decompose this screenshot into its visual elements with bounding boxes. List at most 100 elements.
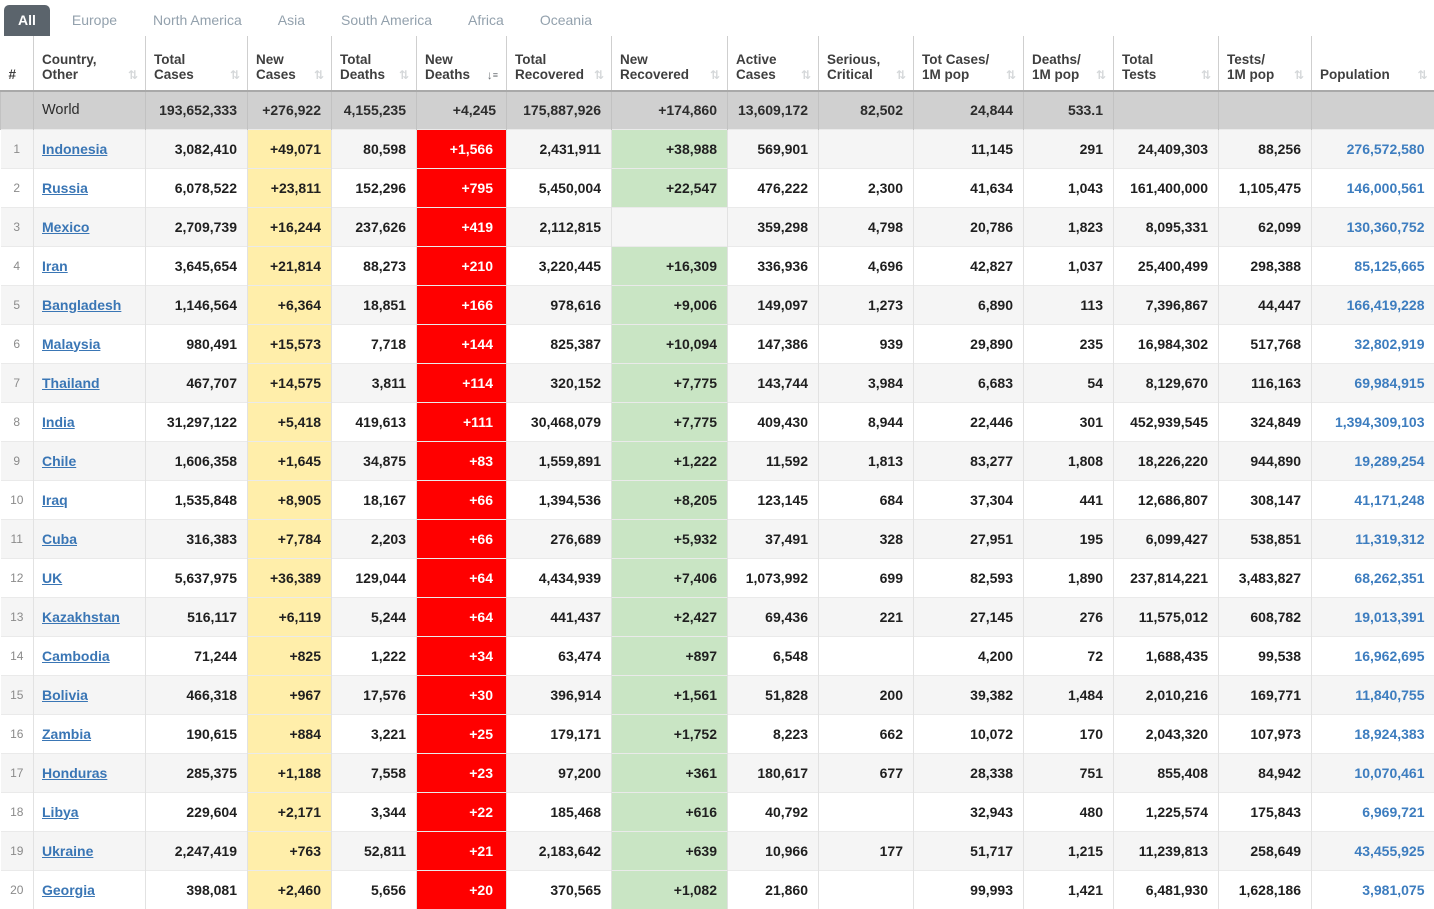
tab-all[interactable]: All <box>4 5 50 36</box>
country-link[interactable]: India <box>42 414 75 430</box>
cell-total_deaths: 129,044 <box>332 558 417 597</box>
country-link[interactable]: Thailand <box>42 375 100 391</box>
cell-new_deaths: +34 <box>417 636 507 675</box>
cell-serious_critical <box>819 792 914 831</box>
header-label-line1: Deaths/ <box>1032 52 1105 67</box>
cell-value: 7,718 <box>371 336 406 352</box>
cell-active_cases: 40,792 <box>728 792 819 831</box>
cell-total_tests: 2,043,320 <box>1114 714 1219 753</box>
cell-value: +22,547 <box>666 180 717 196</box>
cell-value: +2,460 <box>278 882 321 898</box>
cell-value: 41,171,248 <box>1354 492 1424 508</box>
tab-africa[interactable]: Africa <box>454 5 518 36</box>
cell-value: 19,289,254 <box>1354 453 1424 469</box>
cell-value: +2,171 <box>278 804 321 820</box>
cell-value: 39,382 <box>970 687 1013 703</box>
header-label-line2: Other <box>42 67 78 82</box>
cell-value: 11,592 <box>766 453 808 469</box>
cell-total_cases: 980,491 <box>146 324 248 363</box>
cell-new_recovered: +8,205 <box>612 480 728 519</box>
country-link[interactable]: Russia <box>42 180 88 196</box>
country-link[interactable]: Georgia <box>42 882 95 898</box>
country-link[interactable]: Zambia <box>42 726 91 742</box>
cell-population <box>1312 91 1434 129</box>
tab-oceania[interactable]: Oceania <box>526 5 606 36</box>
cell-population: 11,840,755 <box>1312 675 1434 714</box>
cell-new_cases: +14,575 <box>248 363 332 402</box>
tab-north-america[interactable]: North America <box>139 5 256 36</box>
column-header-population[interactable]: Population⇅ <box>1312 36 1434 91</box>
cell-population: 85,125,665 <box>1312 246 1434 285</box>
cell-value: +22 <box>469 804 493 820</box>
cell-active_cases: 476,222 <box>728 168 819 207</box>
cell-value: 3,981,075 <box>1362 882 1424 898</box>
country-link[interactable]: Malaysia <box>42 336 100 352</box>
cell-value: 4,696 <box>868 258 903 274</box>
country-link[interactable]: Chile <box>42 453 76 469</box>
cell-total_tests: 18,226,220 <box>1114 441 1219 480</box>
sort-icon: ⇅ <box>892 68 905 82</box>
cell-tests_per_1m: 44,447 <box>1219 285 1312 324</box>
column-header-deaths_per_1m[interactable]: Deaths/1M pop⇅ <box>1024 36 1114 91</box>
cell-cases_per_1m: 99,993 <box>914 870 1024 909</box>
cell-rank: 14 <box>1 636 34 675</box>
cell-value: 10,070,461 <box>1354 765 1424 781</box>
country-link[interactable]: Cuba <box>42 531 77 547</box>
cell-value: 18,851 <box>363 297 406 313</box>
cell-value: 4,200 <box>978 648 1013 664</box>
tab-europe[interactable]: Europe <box>58 5 131 36</box>
cell-value: 291 <box>1080 141 1103 157</box>
column-header-country[interactable]: Country,Other⇅ <box>34 36 146 91</box>
cell-value: +166 <box>461 297 493 313</box>
cell-country: Zambia <box>34 714 146 753</box>
cell-value: 533.1 <box>1068 102 1103 118</box>
cell-value: 161,400,000 <box>1130 180 1208 196</box>
country-link[interactable]: Mexico <box>42 219 89 235</box>
header-label-line2: Tests <box>1122 67 1156 82</box>
column-header-serious_critical[interactable]: Serious,Critical⇅ <box>819 36 914 91</box>
country-link[interactable]: Honduras <box>42 765 107 781</box>
cell-value: 944,890 <box>1250 453 1301 469</box>
cell-new_cases: +884 <box>248 714 332 753</box>
tab-south-america[interactable]: South America <box>327 5 446 36</box>
country-link[interactable]: UK <box>42 570 62 586</box>
country-link[interactable]: Bangladesh <box>42 297 121 313</box>
column-header-tests_per_1m[interactable]: Tests/1M pop⇅ <box>1219 36 1312 91</box>
country-link[interactable]: Libya <box>42 804 79 820</box>
cell-rank: 6 <box>1 324 34 363</box>
cell-deaths_per_1m: 113 <box>1024 285 1114 324</box>
cell-new_deaths: +66 <box>417 480 507 519</box>
cell-value: +23,811 <box>271 180 321 196</box>
cell-total_tests: 24,409,303 <box>1114 129 1219 168</box>
cell-tests_per_1m: 62,099 <box>1219 207 1312 246</box>
country-link[interactable]: Iraq <box>42 492 68 508</box>
column-header-cases_per_1m[interactable]: Tot Cases/1M pop⇅ <box>914 36 1024 91</box>
country-link[interactable]: Kazakhstan <box>42 609 120 625</box>
cell-deaths_per_1m: 1,890 <box>1024 558 1114 597</box>
cell-value: +8,905 <box>278 492 321 508</box>
country-link[interactable]: Bolivia <box>42 687 88 703</box>
cell-deaths_per_1m: 480 <box>1024 792 1114 831</box>
cell-value: 324,849 <box>1250 414 1301 430</box>
cell-total_recovered: 3,220,445 <box>507 246 612 285</box>
cell-rank: 3 <box>1 207 34 246</box>
cell-value: 684 <box>880 492 903 508</box>
country-link[interactable]: Indonesia <box>42 141 107 157</box>
cell-value: 980,491 <box>186 336 237 352</box>
cell-value: 13,609,172 <box>738 102 808 118</box>
country-link[interactable]: Iran <box>42 258 68 274</box>
tab-asia[interactable]: Asia <box>264 5 319 36</box>
country-link[interactable]: Cambodia <box>42 648 110 664</box>
country-link[interactable]: Ukraine <box>42 843 93 859</box>
cell-value: 1,146,564 <box>175 297 237 313</box>
cell-value: 3 <box>13 220 20 234</box>
